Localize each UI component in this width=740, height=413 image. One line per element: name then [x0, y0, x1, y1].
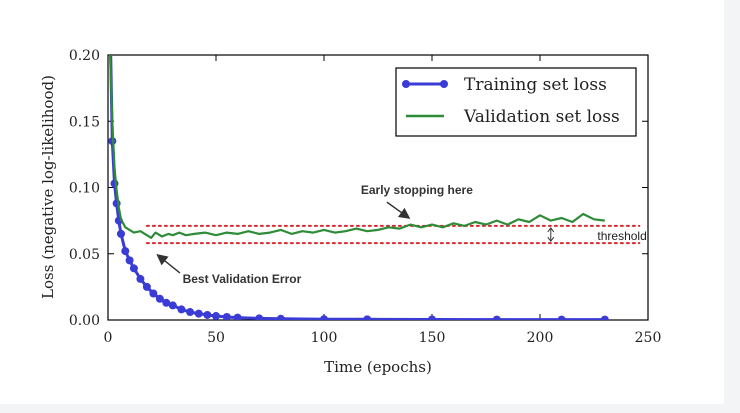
- training-loss-point: [255, 314, 264, 320]
- training-loss-point: [125, 256, 134, 265]
- legend: Training set loss Validation set loss: [395, 67, 637, 137]
- early-stopping-arrow: [386, 201, 411, 219]
- training-loss-point: [155, 294, 164, 303]
- legend-validation-label: Validation set loss: [463, 107, 620, 127]
- training-loss-point: [162, 298, 171, 307]
- y-tick-label: 0.20: [69, 48, 100, 64]
- training-loss-point: [363, 315, 372, 320]
- x-tick-label: 200: [527, 330, 554, 346]
- early-stopping-label: Early stopping here: [361, 183, 473, 197]
- training-loss-point: [116, 229, 125, 238]
- y-tick-label: 0.00: [69, 313, 100, 329]
- x-tick-label: 0: [104, 330, 113, 346]
- training-loss-point: [186, 308, 195, 317]
- y-tick-label: 0.15: [69, 114, 100, 130]
- training-loss-point: [194, 309, 203, 318]
- legend-training-marker: [440, 80, 448, 88]
- training-loss-point: [428, 315, 436, 320]
- training-loss-point: [136, 274, 145, 283]
- y-axis-title: Loss (negative log-likelihood): [39, 75, 57, 299]
- training-loss-point: [276, 314, 285, 320]
- training-loss-point: [233, 313, 242, 320]
- training-loss-point: [492, 315, 501, 320]
- threshold-span-arrow-up: [547, 227, 555, 233]
- best-validation-label: Best Validation Error: [183, 272, 302, 286]
- threshold-span-arrow-down: [547, 236, 555, 242]
- x-tick-label: 100: [311, 330, 338, 346]
- training-loss-point: [320, 315, 328, 320]
- training-loss-point: [168, 301, 177, 310]
- training-loss-point: [600, 315, 609, 320]
- threshold-lines: [145, 224, 641, 245]
- tick-labels: 0 50 100 150 200 250 0.00 0.05 0.10 0.15 0.20: [69, 48, 662, 346]
- legend-training-label: Training set loss: [464, 75, 607, 95]
- series-layer: [108, 55, 609, 320]
- training-loss-point: [121, 247, 130, 256]
- training-loss-point: [203, 310, 212, 319]
- y-tick-label: 0.10: [69, 181, 100, 197]
- training-loss-point: [142, 282, 151, 291]
- y-tick-label: 0.05: [69, 247, 100, 263]
- best-validation-arrow: [156, 254, 181, 274]
- validation-loss-line: [109, 55, 605, 239]
- annotations: Early stopping here Best Validation Error…: [156, 183, 647, 286]
- loss-chart: 0 50 100 150 200 250 0.00 0.05 0.10 0.15 0.20 Time…: [39, 48, 662, 376]
- legend-box: [395, 67, 637, 137]
- training-loss-point: [557, 315, 566, 320]
- chart-panel: 0 50 100 150 200 250 0.00 0.05 0.10 0.15 0.20 Time…: [0, 0, 724, 404]
- threshold-label: threshold: [597, 229, 646, 243]
- training-loss-point: [149, 289, 158, 298]
- training-loss-point: [129, 264, 138, 273]
- x-tick-label: 250: [635, 330, 662, 346]
- training-loss-point: [222, 312, 231, 320]
- legend-training-marker: [402, 80, 410, 88]
- x-axis-title: Time (epochs): [324, 358, 432, 376]
- x-tick-label: 50: [207, 330, 225, 346]
- training-loss-point: [212, 312, 220, 320]
- x-tick-label: 150: [419, 330, 446, 346]
- training-loss-point: [177, 305, 186, 314]
